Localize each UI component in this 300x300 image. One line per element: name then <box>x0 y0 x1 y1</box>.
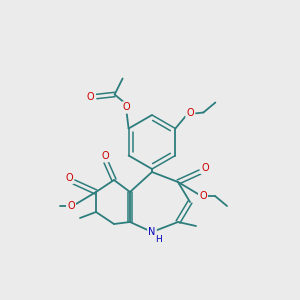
Text: N: N <box>148 227 156 237</box>
Text: O: O <box>201 163 209 173</box>
Text: O: O <box>101 151 109 161</box>
Text: O: O <box>65 173 73 183</box>
Text: O: O <box>123 103 130 112</box>
Text: O: O <box>199 191 207 201</box>
Text: O: O <box>87 92 94 101</box>
Text: H: H <box>156 235 162 244</box>
Text: O: O <box>187 109 194 118</box>
Text: O: O <box>67 201 75 211</box>
